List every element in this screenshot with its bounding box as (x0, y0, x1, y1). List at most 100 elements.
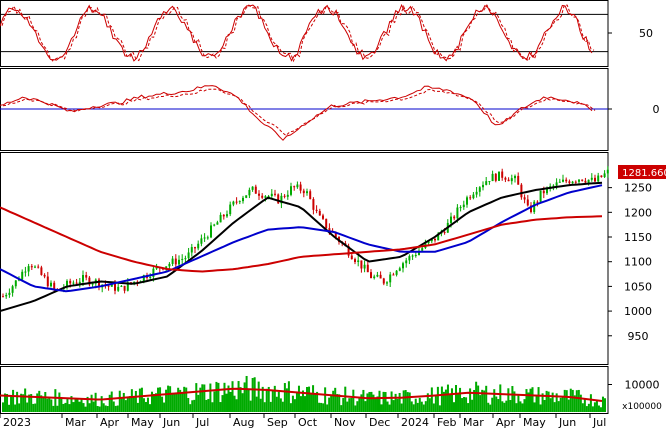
volume-bar (6, 393, 9, 412)
candle-body (347, 246, 350, 256)
x-tick-label: 2023 (3, 416, 31, 429)
volume-bar (56, 405, 59, 412)
volume-bar (219, 402, 222, 412)
candle-body (283, 195, 286, 197)
candle-body (43, 274, 46, 277)
volume-bar (533, 402, 536, 412)
volume-bar (549, 398, 552, 412)
volume-bar (388, 404, 391, 412)
volume-bar (324, 387, 327, 412)
candle-body (373, 276, 376, 279)
candle-body (581, 179, 584, 181)
volume-bar (420, 401, 423, 412)
volume-bar (239, 387, 242, 412)
candle-body (514, 175, 516, 179)
candle-body (293, 186, 296, 188)
volume-bar (316, 391, 319, 412)
candle-body (280, 195, 283, 204)
candle-body (98, 279, 100, 288)
volume-bar (144, 401, 147, 412)
volume-bar (352, 389, 355, 412)
panel-frames (0, 0, 609, 414)
volume-bar (479, 395, 482, 412)
volume-bar (428, 398, 431, 412)
volume-bar (450, 388, 453, 412)
volume-bar (126, 397, 129, 412)
candle-body (450, 216, 452, 223)
candle-body (27, 266, 30, 272)
volume-bar (507, 388, 510, 412)
x-tick-label: Oct (298, 416, 318, 429)
volume-bar (26, 402, 29, 412)
volume-bar (511, 386, 514, 412)
volume-bar (136, 402, 139, 412)
volume-bar (541, 393, 544, 412)
volume-bar (80, 399, 83, 412)
candle-body (222, 214, 225, 217)
volume-bar (414, 398, 417, 412)
candle-body (142, 275, 145, 282)
candle-body (2, 296, 4, 298)
volume-bar (523, 399, 526, 412)
candle-body (510, 178, 513, 182)
candle-body (203, 237, 206, 239)
volume-bar (438, 405, 441, 412)
volume-bar (463, 396, 466, 412)
volume-bar (384, 392, 387, 412)
candle-body (270, 193, 273, 197)
candle-body (187, 252, 190, 259)
candle-body (565, 179, 568, 182)
volume-bar (527, 392, 530, 412)
candle-body (152, 268, 155, 277)
volume-bar (487, 402, 490, 412)
volume-bar (360, 394, 363, 412)
volume-bar (513, 391, 516, 412)
volume-bar (603, 398, 606, 412)
x-tick-label: Apr (100, 416, 120, 429)
volume-bar (118, 390, 121, 412)
volume-bar (96, 406, 99, 412)
volume-bar (157, 387, 160, 412)
volume-bar (116, 405, 119, 412)
volume-bar (88, 403, 91, 412)
candle-body (264, 196, 267, 198)
volume-bar (261, 386, 264, 412)
candle-body (603, 173, 606, 178)
price-tick-label: 1000 (624, 305, 652, 318)
volume-bar (350, 397, 353, 412)
candle-body (494, 173, 497, 181)
volume-bar (86, 396, 89, 412)
x-tick-label: Nov (334, 416, 356, 429)
candle-body (363, 264, 366, 269)
volume-bar (340, 405, 343, 412)
candle-body (574, 181, 577, 183)
candle-body (456, 207, 459, 219)
volume-bar (213, 391, 216, 412)
volume-bar (68, 404, 71, 412)
volume-bar (285, 388, 288, 412)
volume-bar (34, 403, 37, 412)
volume-bar (60, 397, 63, 412)
candle-body (386, 282, 388, 284)
volume-bar (495, 396, 498, 412)
volume-bar (469, 388, 472, 412)
candle-body (155, 267, 158, 269)
volume-bar (181, 392, 184, 412)
volume-bar (442, 391, 445, 412)
candle-body (325, 218, 328, 229)
volume-bar (58, 392, 61, 412)
volume-bar (44, 391, 47, 412)
volume-bar (585, 406, 588, 412)
candle-body (453, 216, 456, 219)
candle-body (414, 255, 417, 257)
candle-body (322, 215, 324, 219)
candle-body (491, 173, 494, 182)
volume-bar (253, 377, 256, 412)
candle-body (206, 237, 209, 239)
candle-body (443, 231, 446, 233)
volume-bar (82, 403, 85, 412)
candle-body (168, 263, 171, 267)
volume-bar (199, 387, 202, 412)
volume-bar (370, 391, 373, 412)
volume-bar (394, 393, 397, 412)
